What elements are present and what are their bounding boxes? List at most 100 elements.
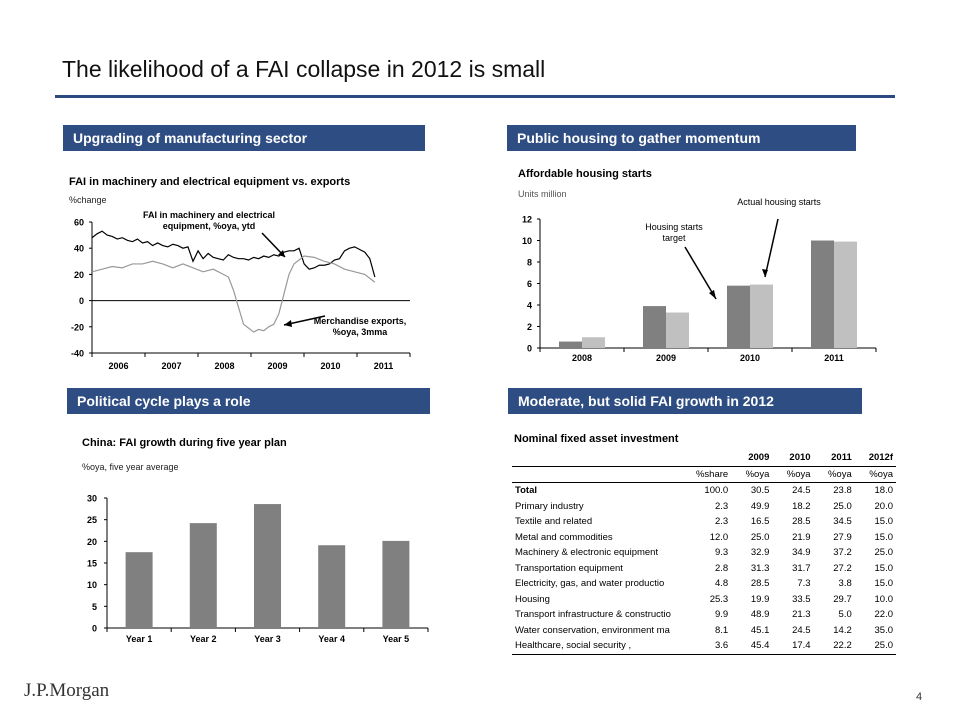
table-header-cell <box>690 450 732 467</box>
table-cell: 18.2 <box>792 500 811 512</box>
table-header-cell: 2009 <box>731 450 773 467</box>
chart3-y-tick-label: 25 <box>87 515 97 525</box>
table-unit-cell <box>512 466 690 483</box>
table-row-label: Transport infrastructure & constructio <box>515 609 671 621</box>
chart1-x-tick-label: 2007 <box>161 361 181 371</box>
table-row-label: Healthcare, social security , <box>512 638 690 655</box>
chart1-x-tick-label: 2010 <box>320 361 340 371</box>
table-header-cell <box>512 450 690 467</box>
page-title: The likelihood of a FAI collapse in 2012… <box>62 56 546 82</box>
chart1-annotation-fai-line1: FAI in machinery and electrical <box>142 210 276 220</box>
chart2-x-tick-label: 2008 <box>572 353 592 363</box>
table-row-label: Housing <box>515 593 550 605</box>
table-row: Machinery & electronic equipment 9.3 32.9 3… <box>512 545 896 561</box>
table-cell: 25.0 <box>750 531 770 543</box>
chart1-y-tick-label: 40 <box>74 244 84 254</box>
table-row-label: Metal and commodities <box>515 531 613 543</box>
table-title: Nominal fixed asset investment <box>514 433 679 445</box>
fai-five-year-bar <box>318 545 346 628</box>
banner-manufacturing: Upgrading of manufacturing sector <box>63 125 425 151</box>
title-rule <box>55 95 895 98</box>
chart1-x-tick-label: 2008 <box>214 361 234 371</box>
table-header-row: 2009 2010 2011 2012f <box>512 450 896 467</box>
table-cell: 25.0 <box>833 500 852 512</box>
table-units-row: %share %oya %oya %oya %oya <box>512 466 896 483</box>
table-cell: 14.2 <box>833 624 852 636</box>
table-cell: 15.0 <box>874 578 894 590</box>
table-cell: 29.7 <box>833 593 852 605</box>
chart3-subtitle: %oya, five year average <box>82 462 179 472</box>
table-cell: 4.8 <box>714 578 729 590</box>
table-cell: 7.3 <box>797 578 811 590</box>
table-row: Transportation equipment 2.8 31.3 31.7 27.2 1… <box>512 561 896 577</box>
chart3-y-tick-label: 30 <box>87 494 97 504</box>
table-cell: 32.9 <box>750 547 770 559</box>
chart2-y-tick-label: 6 <box>527 279 532 289</box>
table-cell: 12.0 <box>709 531 729 543</box>
table-cell: 48.9 <box>750 609 770 621</box>
chart3-x-tick-label: Year 3 <box>254 634 281 644</box>
table-cell: 18.0 <box>874 485 894 497</box>
fai-five-year-bar <box>189 523 217 628</box>
chart3-y-tick-label: 10 <box>87 580 97 590</box>
chart3-x-tick-label: Year 1 <box>126 634 153 644</box>
chart1-y-tick-label: 0 <box>79 296 84 306</box>
housing-actual-bar <box>750 284 773 348</box>
chart2-annotation-target-line1: Housing starts <box>645 222 703 232</box>
fai-table: 2009 2010 2011 2012f %share %oya %oya %o… <box>512 450 896 655</box>
chart2-arrowhead-target <box>709 290 716 299</box>
table-cell: 22.0 <box>874 609 894 621</box>
table-cell: 20.0 <box>874 500 894 512</box>
table-cell: 30.5 <box>750 485 770 497</box>
chart3-y-tick-label: 0 <box>92 624 97 634</box>
chart3-y-tick-label: 20 <box>87 537 97 547</box>
chart3-y-tick-label: 5 <box>92 602 97 612</box>
chart2-annotation-target-line2: target <box>662 233 686 243</box>
chart2-arrowhead-actual <box>762 269 768 277</box>
chart1-arrowhead-exports <box>284 320 292 327</box>
chart1-arrowhead-fai <box>278 250 285 257</box>
chart1-title: FAI in machinery and electrical equipmen… <box>69 176 351 188</box>
table-unit-cell: %oya <box>731 466 773 483</box>
table-cell: 25.0 <box>874 547 894 559</box>
chart3-x-tick-label: Year 4 <box>318 634 345 644</box>
table-cell: 21.9 <box>792 531 811 543</box>
table-cell: 45.1 <box>750 624 770 636</box>
table-cell: 34.9 <box>792 547 811 559</box>
exports-series-line <box>91 255 376 333</box>
table-cell: 5.0 <box>838 609 852 621</box>
table-cell: 2.3 <box>714 516 729 528</box>
chart2-arrow-target <box>684 246 717 300</box>
table-cell: 49.9 <box>750 500 770 512</box>
chart2-y-tick-label: 2 <box>527 322 532 332</box>
fai-series-line <box>91 230 376 278</box>
table-cell: 31.7 <box>792 562 811 574</box>
table-cell: 25.0 <box>854 638 896 655</box>
table-row-label: Primary industry <box>515 500 584 512</box>
banner-fai-growth: Moderate, but solid FAI growth in 2012 <box>508 388 862 414</box>
table-cell: 45.4 <box>731 638 773 655</box>
table-unit-cell: %oya <box>772 466 814 483</box>
table-unit-cell: %oya <box>813 466 855 483</box>
table-header-cell: 2011 <box>813 450 855 467</box>
chart3-y-tick-label: 15 <box>87 559 97 569</box>
table-cell: 23.8 <box>833 485 852 497</box>
chart2-x-tick-label: 2009 <box>656 353 676 363</box>
chart3-x-tick-label: Year 5 <box>383 634 410 644</box>
table-cell: 9.9 <box>714 609 729 621</box>
table-cell: 21.3 <box>792 609 811 621</box>
chart3-x-tick-label: Year 2 <box>190 634 217 644</box>
chart2-y-tick-label: 8 <box>527 258 532 268</box>
chart1-x-tick-label: 2006 <box>108 361 128 371</box>
table-cell: 27.9 <box>833 531 852 543</box>
table-cell: 33.5 <box>792 593 811 605</box>
chart1-y-tick-label: -40 <box>71 349 84 359</box>
chart1-y-tick-label: 20 <box>74 270 84 280</box>
chart2-y-tick-label: 12 <box>522 215 532 225</box>
table-cell: 3.8 <box>838 578 852 590</box>
chart3-title: China: FAI growth during five year plan <box>82 437 287 449</box>
table-cell: 28.5 <box>792 516 811 528</box>
chart1-y-tick-label: 60 <box>74 218 84 228</box>
table-cell: 3.6 <box>690 638 732 655</box>
